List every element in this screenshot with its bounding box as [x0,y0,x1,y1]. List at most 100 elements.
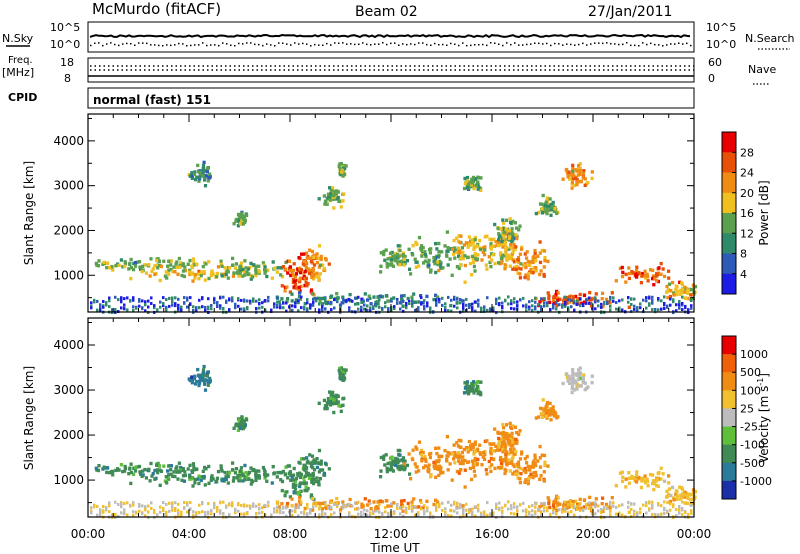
power-cell [543,203,548,208]
power-cell [512,265,517,270]
power-cell [401,253,405,257]
power-cell [517,260,521,264]
velocity-cell [423,512,426,516]
velocity-cell [203,382,207,386]
power-cell [200,270,204,274]
velocity-cell [286,501,290,506]
power-cell [438,300,441,304]
velocity-cell [401,457,405,462]
power-cell [93,298,96,302]
velocity-cell [190,469,194,473]
power-cell [477,185,481,189]
velocity-cell [180,478,184,482]
velocity-cell [201,371,206,375]
power-cell [126,308,129,312]
velocity-cell [412,497,416,501]
velocity-cell [583,381,587,385]
velocity-cell [207,464,211,469]
velocity-cell [401,509,405,513]
velocity-cell [571,374,575,378]
power-cell [509,245,513,249]
power-cell [600,297,604,301]
velocity-cell [471,507,474,511]
power-cell [330,296,333,300]
power-cell [305,256,309,260]
velocity-cell [576,507,579,511]
power-cell [96,264,101,268]
velocity-cell [510,511,513,515]
power-cell [288,305,291,309]
velocity-cell [106,466,110,470]
power-cell [669,289,673,293]
power-cell [575,178,579,182]
velocity-cell [675,508,678,512]
noise-dot [558,43,560,45]
power-cell [396,244,400,248]
power-cell [317,244,322,248]
velocity-cell [246,472,250,476]
velocity-cell [509,450,513,454]
velocity-cell [434,498,438,502]
velocity-cell [280,502,284,506]
power-cell [156,266,160,270]
velocity-cell [108,510,111,514]
velocity-cell [407,452,411,456]
power-cell [512,260,517,264]
power-cell [213,301,216,305]
velocity-cell [481,455,485,459]
velocity-colorbar-tick-label: 100 [740,384,761,397]
velocity-cell [294,491,298,495]
velocity-cell [663,500,666,504]
velocity-cell [303,488,307,493]
power-cell [531,304,534,308]
velocity-cell [166,475,170,480]
noise-dot [202,42,204,44]
power-cell [117,298,120,302]
velocity-cell [175,470,179,474]
velocity-cell [465,380,470,384]
velocity-colorbar-segment [722,426,736,446]
power-cell [561,305,564,309]
noise-dot [678,42,680,44]
velocity-cell [513,502,516,506]
noise-dot [94,42,96,44]
noise-dot [406,43,408,46]
power-cell [220,274,224,278]
power-cell [438,297,441,301]
noise-dot [546,42,548,45]
velocity-cell [453,502,456,506]
power-cell [690,304,693,308]
velocity-cell [566,379,570,383]
power-cell [632,271,636,275]
power-cell [175,260,179,264]
velocity-cell [392,501,396,505]
velocity-cell [381,511,384,515]
power-cell [133,264,138,268]
power-cell [294,298,298,302]
power-cell [651,276,655,281]
velocity-cell [469,447,473,452]
power-cell [473,238,477,242]
power-cell [471,308,474,312]
power-cell [531,260,535,265]
power-cell [288,290,292,294]
velocity-cell [201,469,205,473]
power-cell [138,299,141,303]
velocity-cell [531,463,535,467]
power-cell [298,289,302,293]
velocity-cell [348,502,351,506]
velocity-cell [366,503,370,507]
velocity-cell [309,511,312,515]
velocity-cell [534,501,537,505]
velocity-cell [330,505,333,509]
power-cell [534,305,537,309]
velocity-cell [512,447,516,451]
power-cell [414,300,417,304]
power-cell [501,218,505,222]
power-cell [680,281,684,285]
power-cell [379,270,383,274]
velocity-cell [609,509,612,513]
power-cell [471,254,475,259]
power-cell [234,302,237,306]
power-cell [402,299,405,303]
